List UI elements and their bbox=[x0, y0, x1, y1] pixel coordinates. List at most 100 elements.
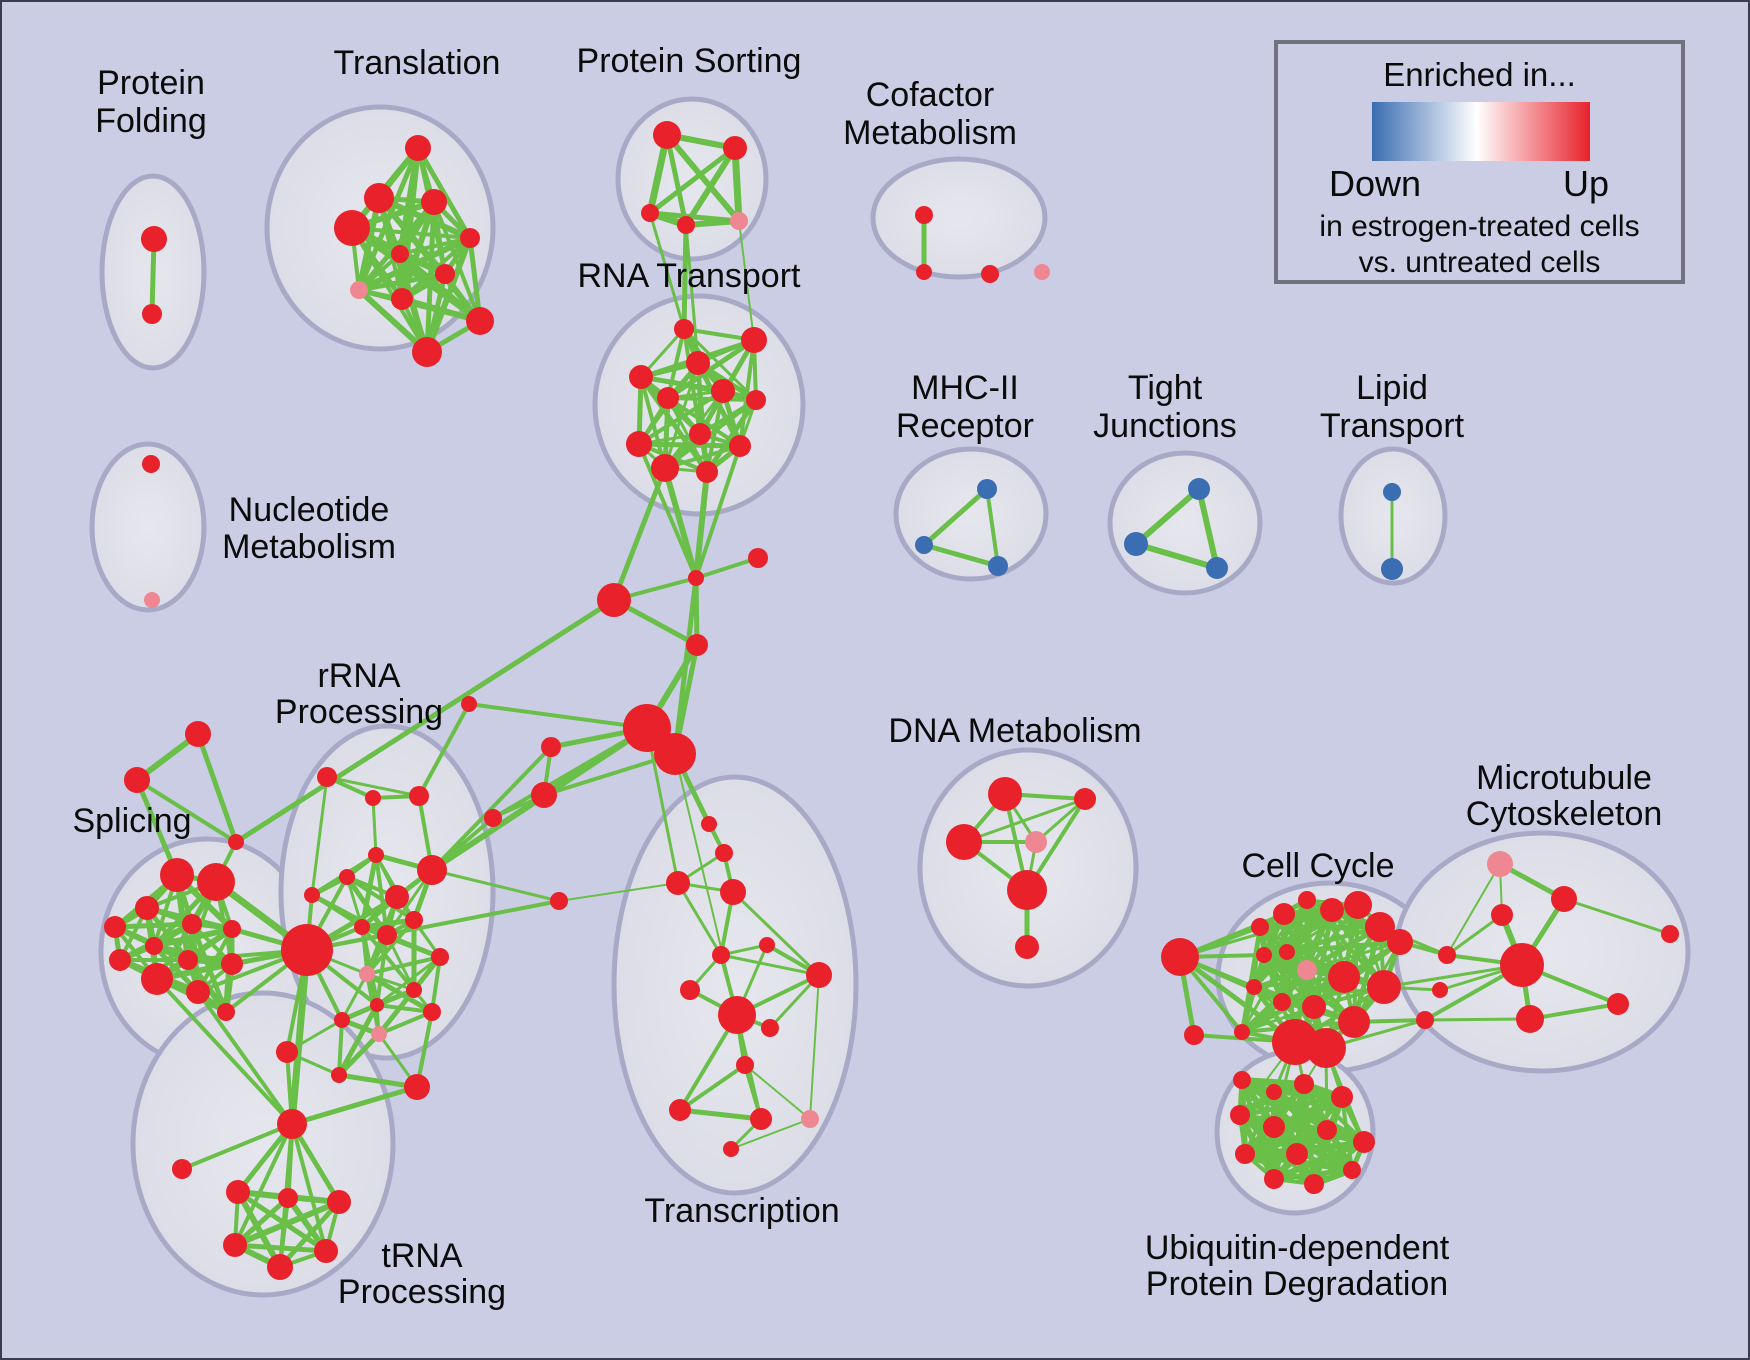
edge-thub-s11 bbox=[196, 990, 294, 1126]
gene-set-node-r5 bbox=[339, 869, 355, 885]
gene-set-node-ub7 bbox=[1317, 1120, 1337, 1140]
gene-set-node-tl1 bbox=[405, 135, 431, 161]
gene-set-node-r9 bbox=[354, 919, 370, 935]
gene-set-node-s12 bbox=[221, 953, 243, 975]
edge-r14-r18 bbox=[377, 988, 416, 1036]
gene-set-node-mt5 bbox=[1516, 1005, 1544, 1033]
gene-set-node-bn2 bbox=[484, 809, 502, 827]
gene-set-node-lp2 bbox=[1381, 558, 1403, 580]
edge-sp_t3-jn3 bbox=[234, 597, 616, 845]
edge-r1-r3 bbox=[326, 775, 420, 798]
cluster-ellipse-tight-junctions bbox=[1107, 450, 1263, 596]
edge-r8-r11 bbox=[310, 892, 389, 938]
gene-set-node-t6 bbox=[267, 1254, 293, 1280]
edge-s4-s5 bbox=[114, 921, 193, 930]
gene-set-node-ps2 bbox=[723, 136, 747, 160]
gene-set-node-tl4 bbox=[421, 189, 447, 215]
cluster-label-dna-metabolism: DNA Metabolism bbox=[888, 712, 1141, 750]
gene-set-node-ub11 bbox=[1264, 1169, 1284, 1189]
edge-rt6-rt9 bbox=[637, 389, 725, 446]
edge-t1-t5 bbox=[236, 1189, 328, 1254]
gene-set-node-mt2 bbox=[1551, 886, 1577, 912]
gene-set-node-rt12 bbox=[696, 461, 718, 483]
gene-set-node-mtc1 bbox=[1438, 946, 1456, 964]
gene-set-node-jn1 bbox=[688, 570, 704, 586]
edge-sp_t1-sp_t3 bbox=[195, 733, 239, 843]
gene-set-node-mt7 bbox=[1661, 925, 1679, 943]
edge-mtc1-mt3 bbox=[1446, 913, 1503, 957]
edge-ps1-ps5 bbox=[664, 133, 742, 223]
edge-cc5-cc9 bbox=[1286, 903, 1359, 954]
gene-set-node-tx6 bbox=[759, 937, 775, 953]
edge-dm2-dm3 bbox=[963, 797, 1086, 844]
gene-set-node-cc9 bbox=[1279, 944, 1295, 960]
edge-tx11-tx14 bbox=[744, 1064, 811, 1120]
gene-set-node-pf1 bbox=[141, 226, 167, 252]
edge-tj1-tj3 bbox=[1196, 488, 1220, 569]
gene-set-node-mh2 bbox=[915, 536, 933, 554]
edge-t3-t4 bbox=[233, 1199, 341, 1248]
gene-set-node-sp_t3 bbox=[228, 834, 244, 850]
gene-set-node-cf4 bbox=[1034, 264, 1050, 280]
cluster-label-microtubule-cytoskeleton: Cytoskeleton bbox=[1466, 795, 1663, 833]
gene-set-node-tx13 bbox=[750, 1108, 772, 1130]
gene-set-node-ub8 bbox=[1353, 1131, 1375, 1153]
edge-ub9-ub12 bbox=[1244, 1151, 1315, 1187]
gene-set-node-tx9 bbox=[718, 996, 756, 1034]
gene-set-node-bn1 bbox=[461, 696, 477, 712]
cluster-label-nucleotide-metabolism: Nucleotide bbox=[229, 491, 390, 529]
gene-set-node-r1 bbox=[317, 767, 337, 787]
gene-set-node-tl6 bbox=[391, 245, 409, 263]
gene-set-node-tx8 bbox=[680, 980, 700, 1000]
edge-r13-r17 bbox=[340, 973, 369, 1021]
cluster-label-rrna-processing: Processing bbox=[275, 693, 443, 731]
gene-set-node-rt6 bbox=[711, 379, 735, 403]
gene-set-node-cc16 bbox=[1338, 1006, 1370, 1038]
gene-set-node-r3 bbox=[409, 786, 429, 806]
gene-set-node-s9 bbox=[178, 950, 198, 970]
gene-set-node-s8 bbox=[109, 949, 131, 971]
legend: Enriched in... Down Up in estrogen-treat… bbox=[1274, 40, 1685, 284]
cluster-label-cofactor-metabolism: Metabolism bbox=[843, 114, 1017, 152]
gene-set-node-dm6 bbox=[1015, 935, 1039, 959]
gene-set-node-cc14 bbox=[1273, 993, 1291, 1011]
gene-set-node-t4 bbox=[223, 1233, 247, 1257]
gene-set-node-s5 bbox=[182, 914, 202, 934]
cluster-label-protein-folding: Protein bbox=[97, 64, 205, 102]
gene-set-node-cchub bbox=[1161, 938, 1199, 976]
edge-cc12-mt4 bbox=[1383, 963, 1523, 989]
gene-set-node-ccbig2 bbox=[1306, 1028, 1346, 1068]
edge-sp_t2-s1 bbox=[134, 779, 180, 876]
gene-set-node-r2 bbox=[365, 790, 381, 806]
cluster-ellipse-cofactor-metabolism bbox=[870, 156, 1048, 280]
gene-set-node-mt4 bbox=[1500, 943, 1544, 987]
gene-set-node-pf2 bbox=[142, 304, 162, 324]
gene-set-node-tx2 bbox=[715, 844, 733, 862]
gene-set-node-ps3 bbox=[641, 204, 659, 222]
gene-set-node-cc8 bbox=[1256, 947, 1272, 963]
gene-set-node-cc11 bbox=[1328, 961, 1360, 993]
legend-title: Enriched in... bbox=[1383, 56, 1576, 93]
cluster-label-nucleotide-metabolism: Metabolism bbox=[222, 528, 396, 566]
cluster-label-lipid-transport: Lipid bbox=[1356, 369, 1428, 407]
edge-tl1-tl5 bbox=[415, 146, 473, 240]
gene-set-node-r20 bbox=[331, 1067, 347, 1083]
gene-set-node-rt10 bbox=[729, 435, 751, 457]
gene-set-node-s7 bbox=[145, 937, 163, 955]
edge-mh1-mh3 bbox=[985, 488, 1000, 567]
gene-set-node-r7 bbox=[385, 885, 409, 909]
edge-ps5-rt2 bbox=[738, 220, 755, 341]
gene-set-node-tl10 bbox=[466, 307, 494, 335]
gene-set-node-cc15 bbox=[1302, 995, 1326, 1019]
gene-set-node-tj3 bbox=[1206, 557, 1228, 579]
edge-tx11-tx12 bbox=[678, 1063, 747, 1112]
gene-set-node-s1 bbox=[160, 858, 194, 892]
gene-set-node-cf3 bbox=[981, 265, 999, 283]
edge-rt9-jn1 bbox=[637, 443, 698, 579]
edge-r16-r18 bbox=[378, 1010, 433, 1036]
gene-set-node-hub1 bbox=[623, 704, 671, 752]
edge-ub4-ub13 bbox=[1340, 1096, 1354, 1171]
legend-caption-line1: in estrogen-treated cells bbox=[1319, 210, 1640, 243]
